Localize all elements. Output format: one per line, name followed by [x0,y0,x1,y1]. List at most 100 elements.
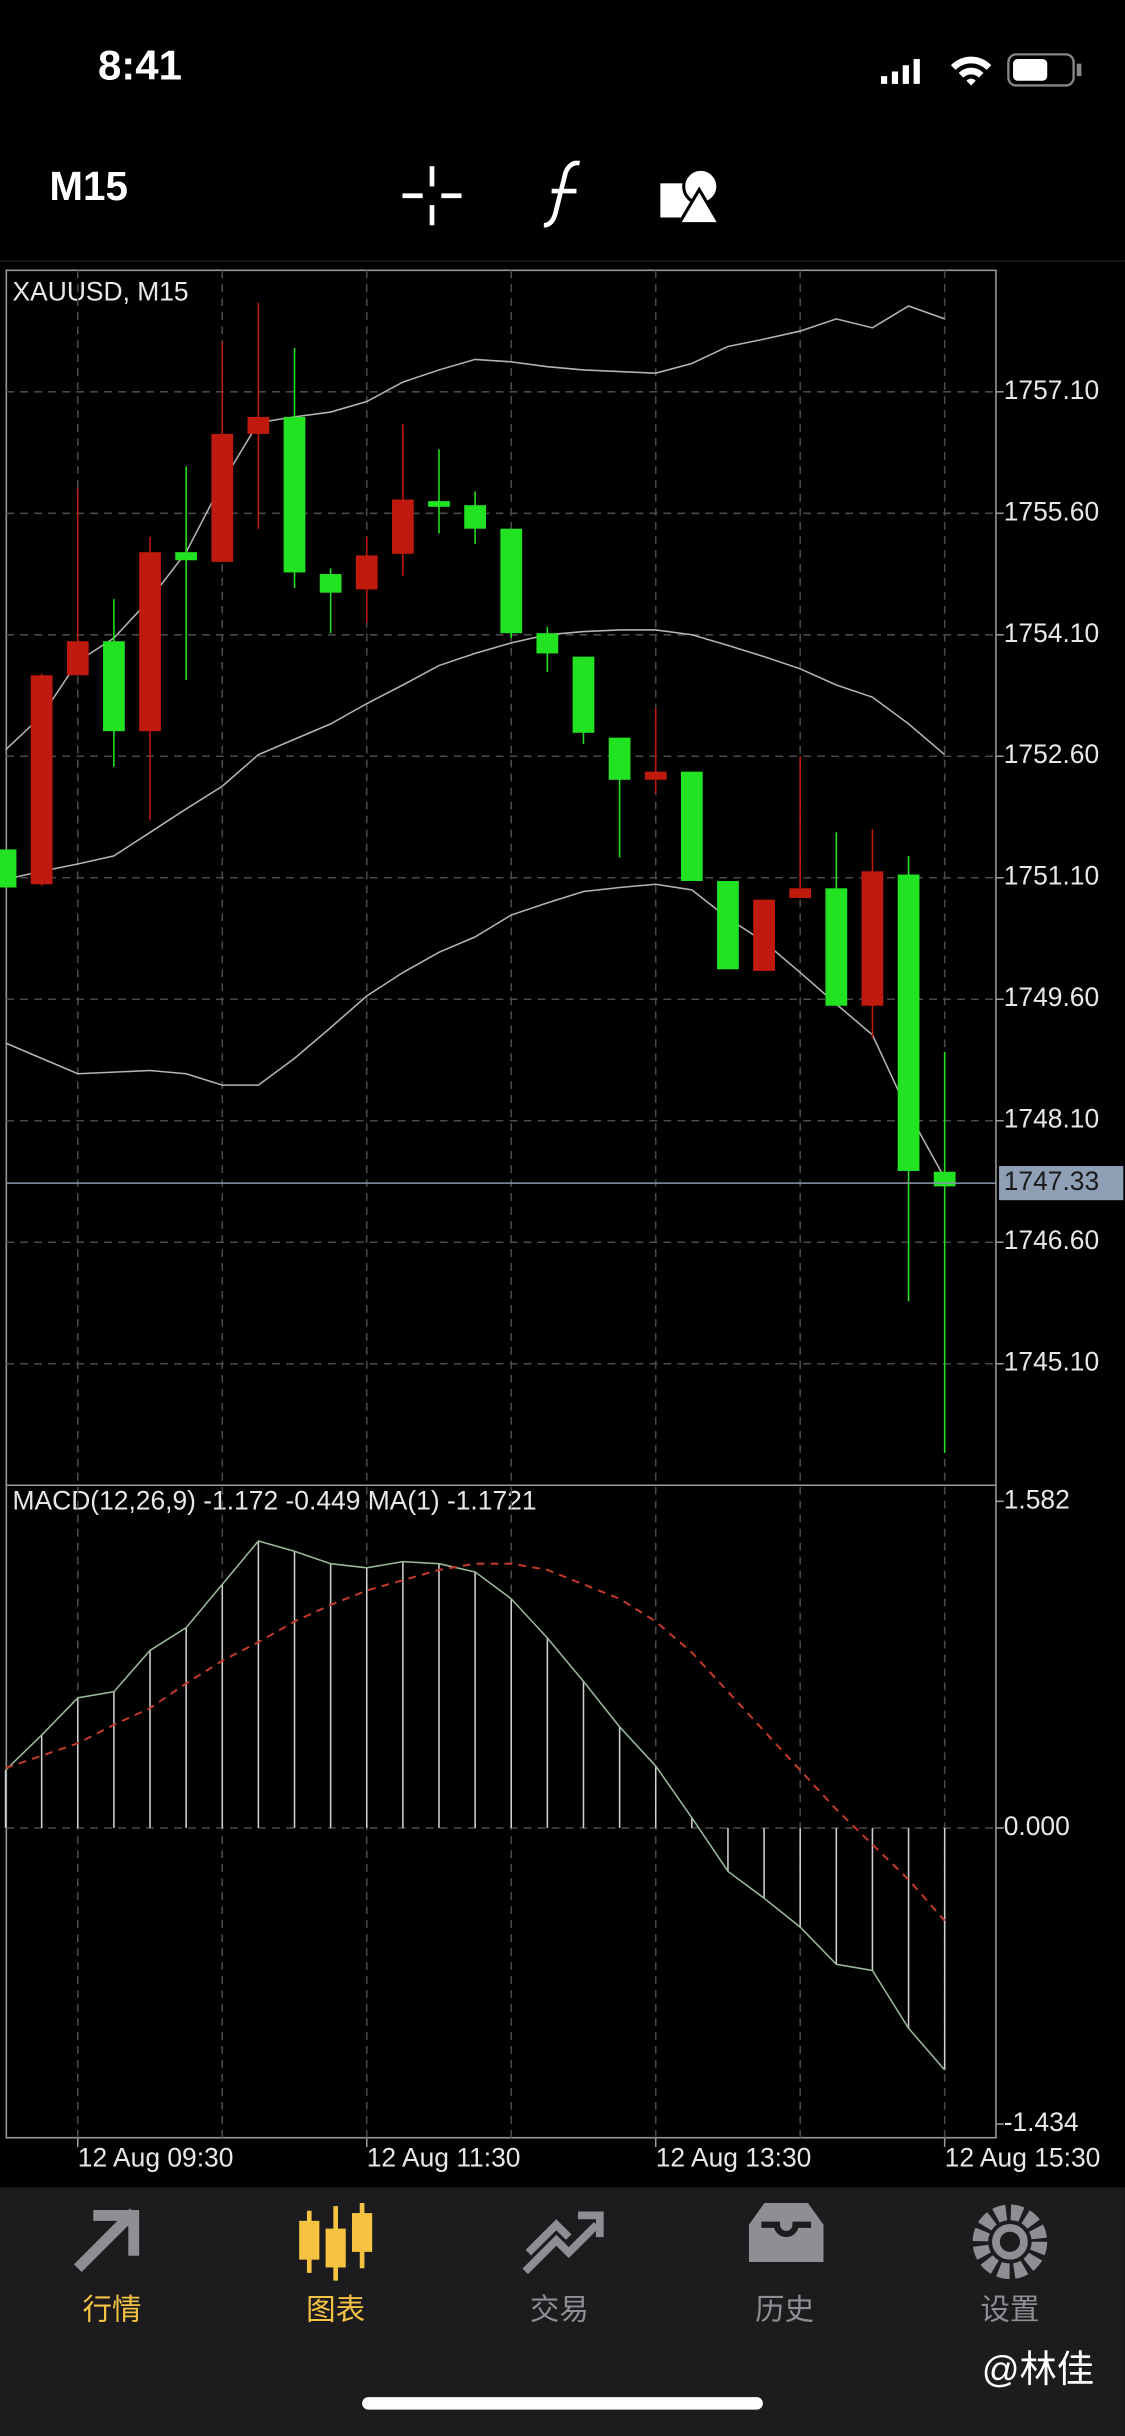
last-price-tag [999,1166,1124,1201]
macd-bar [149,1650,151,1828]
x-tick-label: 12 Aug 15:30 [945,2142,1101,2172]
macd-bar [654,1766,657,1828]
candle-body [391,499,414,554]
candle-body [500,528,523,634]
y-tick-label: 1757.10 [1004,375,1099,405]
icon-rect [351,2213,373,2252]
macd-bar [943,1827,946,2070]
macd-bar [835,1827,838,1965]
y-tick-label: 1751.10 [1004,861,1099,891]
macd-bar [727,1827,729,1872]
macd-bar [438,1563,440,1828]
candle-body [30,675,53,885]
candle-body [680,771,703,882]
macd-bar [799,1827,801,1928]
candle-body [933,1171,956,1187]
settings-icon-core [992,2223,1028,2260]
x-tick-label: 12 Aug 13:30 [656,2142,812,2172]
macd-bar [582,1681,585,1828]
macd-line [5,1540,946,2071]
y-tick-label: 1749.60 [1004,982,1099,1012]
candle-body [861,871,884,1006]
history-icon-detail [761,2221,812,2238]
candle-body [644,771,667,780]
candle-body [753,899,775,971]
battery-cap [1076,63,1082,77]
tab-label[interactable]: 行情 [82,2294,141,2327]
quotes-icon [73,2208,140,2273]
timeframe[interactable]: M15 [49,163,128,209]
macd-bar [77,1697,79,1828]
macd-bar [329,1563,332,1828]
y-tick-label: 1746.60 [1004,1225,1099,1255]
x-tick-label: 12 Aug 11:30 [367,2142,521,2172]
candle-body [825,888,848,1006]
battery-outline [1007,53,1075,87]
signal-bar [913,59,920,84]
signal-bar [891,71,899,84]
candle-body [608,737,631,780]
icon-triangle [676,186,723,226]
candle-body [319,574,342,593]
macd-bar [185,1627,187,1828]
band-line [5,305,945,751]
candle-body [103,641,125,732]
signal-line [5,1562,946,1922]
chart-title: XAUUSD, M15 [13,277,189,307]
y-tick-label: 1752.60 [1004,739,1099,769]
candle-body [66,641,89,676]
plot: 1757.10 1755.60 1754.10 1752.60 1751.10 1749.… [0,270,1124,2172]
candle-body [464,505,486,529]
tab-label[interactable]: 图表 [306,2294,365,2327]
chart-frame [5,269,997,2139]
band-line [5,629,946,881]
tab-labels: 行情 图表 交易 历史 设置 [82,2294,1039,2327]
status-time: 8:41 [98,41,182,88]
y-tick-label: 1748.10 [1004,1104,1099,1134]
y-tick-label: 1755.60 [1004,496,1099,526]
candle-body [175,552,198,561]
y-tick-label: -1.434 [1004,2107,1079,2137]
macd-bar [691,1817,693,1828]
candle-body [247,416,270,434]
last-price-label: 1747.33 [1004,1166,1099,1196]
candle-body [283,416,306,573]
macd-bar [871,1827,874,1971]
wifi-icon [950,56,992,86]
status-icons [880,53,1082,87]
icon-rect [325,2228,346,2268]
macd-title: MACD(12,26,9) -1.172 -0.449 MA(1) -1.172… [13,1485,537,1515]
x-tick-label: 12 Aug 09:30 [78,2142,234,2172]
tab-label[interactable]: 设置 [980,2294,1039,2327]
watermark: @林佳 [982,2348,1094,2390]
macd-bar [618,1726,621,1828]
y-tick-label: 1.582 [1004,1484,1070,1514]
crosshair-button[interactable] [402,166,462,226]
macd-bar [365,1567,368,1828]
candle-body [211,433,234,562]
objects-button[interactable] [660,167,723,226]
indicator-button[interactable] [543,160,580,228]
macd-bar [907,1827,910,2029]
candle-body [0,849,17,888]
macd-bar [474,1571,476,1828]
candle-body [139,552,161,732]
y-tick-label: 1754.10 [1004,618,1099,648]
trade-icon [522,2211,604,2275]
macd-bar [510,1598,513,1828]
candle-body [428,501,450,507]
tab-label[interactable]: 交易 [530,2294,589,2327]
icon-rect [299,2220,320,2260]
chart-icon [299,2202,373,2281]
y-tick-label: 0.000 [1004,1811,1070,1841]
macd-bar [4,1770,7,1828]
home-indicator [362,2397,763,2410]
macd-bar [221,1584,224,1828]
tab-label[interactable]: 历史 [755,2294,814,2327]
macd-bar [546,1638,549,1828]
candle-body [536,633,559,654]
macd-bar [40,1735,43,1828]
candle-body [355,555,378,590]
